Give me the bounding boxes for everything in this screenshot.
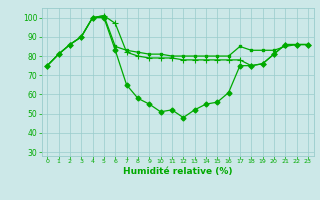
X-axis label: Humidité relative (%): Humidité relative (%): [123, 167, 232, 176]
